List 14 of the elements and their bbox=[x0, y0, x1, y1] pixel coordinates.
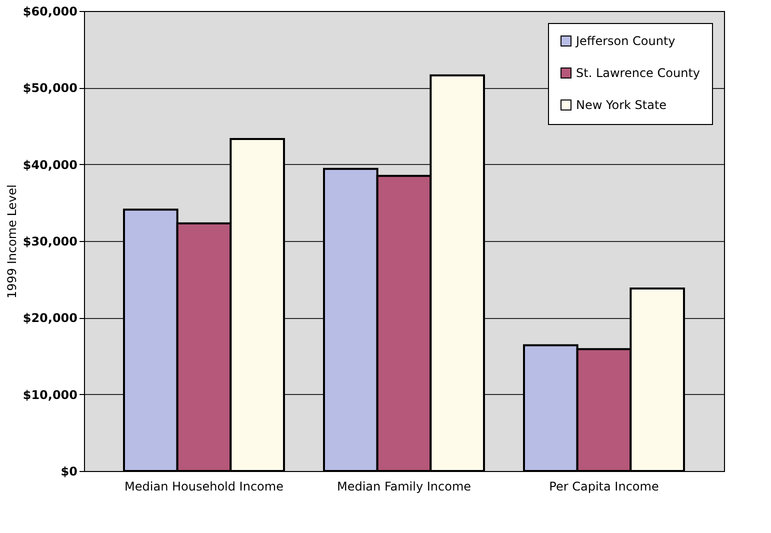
legend-label: St. Lawrence County bbox=[576, 66, 700, 80]
y-tick-label: $40,000 bbox=[22, 158, 78, 172]
y-axis-title: 1999 Income Level bbox=[4, 184, 19, 298]
x-tick-label: Median Household Income bbox=[124, 480, 284, 494]
y-tick-label: $30,000 bbox=[22, 234, 78, 248]
x-tick-label: Per Capita Income bbox=[549, 480, 659, 494]
legend-label: Jefferson County bbox=[575, 34, 676, 48]
y-tick-label: $10,000 bbox=[22, 388, 78, 402]
y-tick-label: $50,000 bbox=[22, 81, 78, 96]
y-tick-label: $60,000 bbox=[22, 4, 78, 18]
y-tick-label: $20,000 bbox=[22, 311, 78, 326]
legend-label: New York State bbox=[576, 98, 667, 112]
y-tick-label: $0 bbox=[60, 464, 78, 478]
x-tick-label: Median Family Income bbox=[336, 480, 472, 494]
